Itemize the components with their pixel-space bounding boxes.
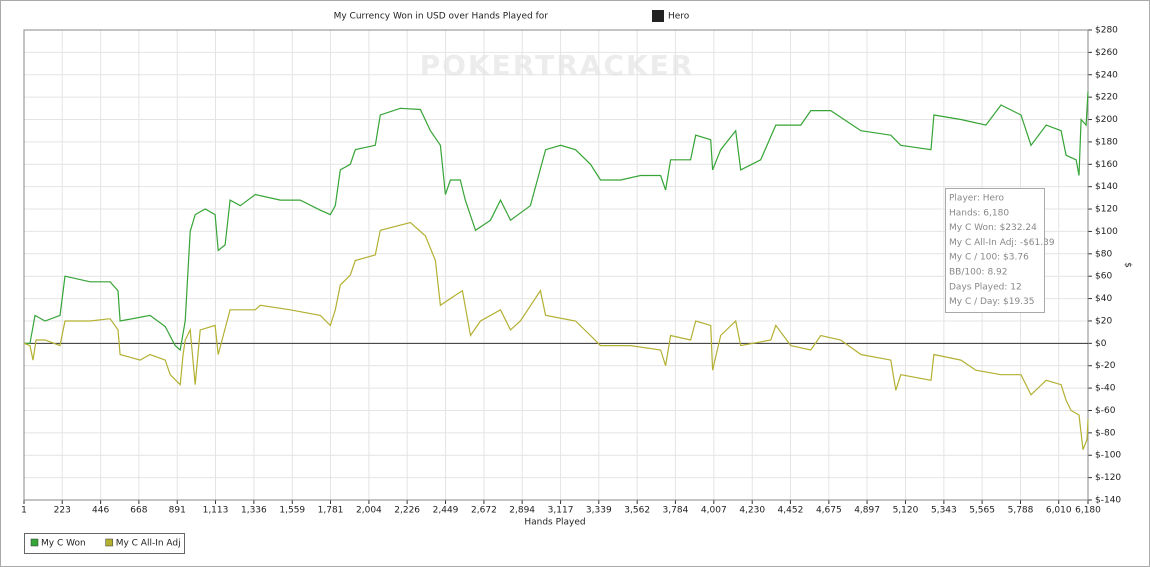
x-tick-label: 6,010 — [1046, 506, 1072, 516]
y-tick-label: $180 — [1095, 137, 1118, 147]
x-tick-label: 3,117 — [548, 506, 574, 516]
x-tick-label: 1 — [21, 506, 27, 516]
x-tick-label: 1,781 — [318, 506, 344, 516]
watermark: POKERTRACKER — [420, 49, 695, 82]
y-tick-label: $-60 — [1095, 406, 1116, 416]
tooltip-line: Hands: 6,180 — [949, 208, 1009, 218]
x-tick-label: 1,336 — [241, 506, 267, 516]
x-tick-label: 4,007 — [701, 506, 727, 516]
x-tick-label: 891 — [169, 506, 186, 516]
x-tick-label: 6,180 — [1075, 506, 1101, 516]
x-tick-label: 1,113 — [203, 506, 229, 516]
y-tick-label: $-40 — [1095, 384, 1116, 394]
tooltip-line: My C Won: $232.24 — [949, 223, 1037, 233]
series-line — [24, 91, 1089, 352]
x-tick-label: 2,894 — [509, 506, 535, 516]
x-tick-label: 5,788 — [1008, 506, 1034, 516]
series-line — [23, 221, 1089, 450]
y-tick-label: $220 — [1095, 93, 1118, 103]
y-tick-label: $140 — [1095, 182, 1118, 192]
tooltip-line: Days Played: 12 — [949, 282, 1022, 292]
y-tick-label: $0 — [1095, 339, 1107, 349]
x-tick-label: 2,672 — [471, 506, 497, 516]
y-tick-label: $20 — [1095, 316, 1112, 326]
tooltip-line: Player: Hero — [949, 194, 1005, 204]
y-tick-label: $80 — [1095, 249, 1112, 259]
tooltip-box — [945, 188, 1045, 313]
x-tick-label: 3,784 — [663, 506, 689, 516]
x-tick-label: 223 — [54, 506, 71, 516]
x-tick-label: 5,343 — [931, 506, 957, 516]
y-tick-label: $-100 — [1095, 451, 1121, 461]
x-tick-label: 1,559 — [279, 506, 305, 516]
x-tick-label: 4,230 — [739, 506, 765, 516]
legend-swatch — [30, 538, 39, 547]
y-tick-label: $40 — [1095, 294, 1112, 304]
x-tick-label: 5,120 — [893, 506, 919, 516]
y-tick-label: $-80 — [1095, 428, 1116, 438]
chart-title: My Currency Won in USD over Hands Played… — [334, 12, 549, 22]
x-tick-label: 2,449 — [433, 506, 459, 516]
tooltip-line: My C All-In Adj: -$61.39 — [949, 238, 1055, 248]
y-axis-label: $ — [1123, 262, 1133, 268]
tooltip-line: My C / 100: $3.76 — [949, 253, 1029, 263]
y-tick-label: $100 — [1095, 227, 1118, 237]
y-tick-label: $280 — [1095, 26, 1118, 36]
tooltip-line: My C / Day: $19.35 — [949, 297, 1035, 307]
y-tick-label: $160 — [1095, 160, 1118, 170]
x-tick-label: 3,339 — [586, 506, 612, 516]
x-tick-label: 2,004 — [356, 506, 382, 516]
x-tick-label: 2,226 — [394, 506, 420, 516]
y-tick-label: $200 — [1095, 115, 1118, 125]
y-tick-label: $240 — [1095, 70, 1118, 80]
x-tick-label: 4,897 — [854, 506, 880, 516]
x-tick-label: 4,675 — [816, 506, 842, 516]
x-tick-label: 4,452 — [778, 506, 804, 516]
y-tick-label: $60 — [1095, 272, 1112, 282]
x-tick-label: 3,562 — [624, 506, 650, 516]
chart-title-player: Hero — [668, 12, 690, 22]
x-tick-label: 446 — [92, 506, 109, 516]
plot-frame — [23, 29, 1089, 501]
legend-box — [24, 533, 185, 554]
legend-label: My C All-In Adj — [116, 539, 181, 549]
x-axis-label: Hands Played — [524, 518, 585, 528]
legend-swatch — [105, 538, 113, 547]
y-tick-label: $-20 — [1095, 361, 1116, 371]
y-tick-label: $260 — [1095, 48, 1118, 58]
legend-label: My C Won — [41, 539, 86, 549]
x-tick-label: 668 — [130, 506, 147, 516]
x-tick-label: 5,565 — [969, 506, 995, 516]
tooltip-line: BB/100: 8.92 — [949, 268, 1008, 278]
y-tick-label: $120 — [1095, 205, 1118, 215]
player-icon — [652, 10, 664, 22]
y-tick-label: $-120 — [1095, 473, 1121, 483]
y-tick-label: $-140 — [1095, 496, 1121, 506]
